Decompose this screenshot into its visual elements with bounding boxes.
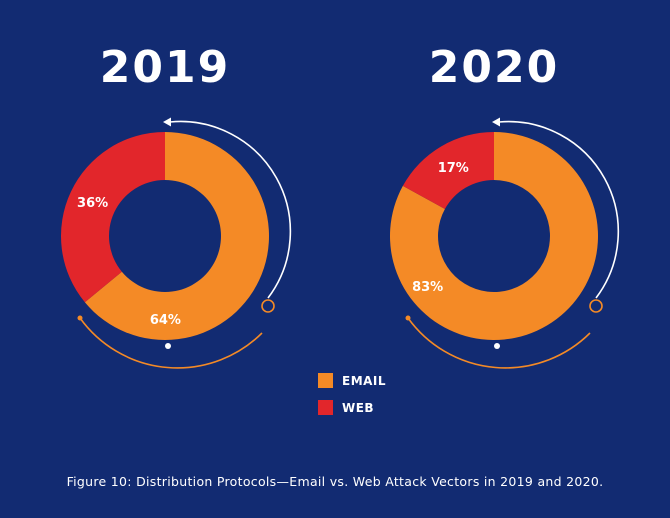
figure-caption: Figure 10: Distribution Protocols—Email … (66, 474, 604, 489)
slice-web (61, 132, 165, 303)
legend: EMAIL WEB (318, 372, 386, 426)
legend-item-web: WEB (318, 399, 386, 416)
legend-label-email: EMAIL (342, 373, 387, 388)
legend-swatch-email (318, 373, 333, 388)
chart-title-2020: 2020 (429, 42, 559, 93)
slice-label-web: 36% (77, 196, 108, 211)
slice-email (84, 132, 269, 341)
donut-2019: 64% 36% (61, 132, 269, 341)
slice-label-email: 64% (150, 313, 181, 328)
orange-ring-icon (261, 299, 275, 313)
decor-arcs-2020 (405, 117, 620, 369)
orange-ring-icon (589, 299, 603, 313)
slice-web (402, 132, 494, 210)
orange-arc-2020 (407, 317, 591, 369)
chart-title-2019: 2019 (100, 42, 230, 93)
decor-arcs-2019 (77, 117, 292, 369)
arrow-head-icon (492, 117, 500, 127)
orange-dot-icon (77, 315, 83, 321)
orange-arc-2019 (79, 317, 263, 369)
slice-email (390, 132, 598, 340)
orange-dot-icon (405, 315, 411, 321)
legend-swatch-web (318, 400, 333, 415)
arrow-head-icon (163, 117, 171, 127)
white-dot-icon (165, 343, 171, 349)
slice-label-email: 83% (412, 280, 443, 295)
donut-2020: 83% 17% (390, 132, 598, 340)
legend-label-web: WEB (342, 400, 375, 415)
slice-label-web: 17% (438, 161, 469, 176)
chart-2019: 2019 64% 36% (61, 42, 292, 369)
white-arc-2020 (498, 120, 620, 299)
chart-2020: 2020 83% 17% (390, 42, 620, 369)
white-arc-2019 (169, 120, 292, 299)
legend-item-email: EMAIL (318, 372, 386, 389)
white-dot-icon (494, 343, 500, 349)
